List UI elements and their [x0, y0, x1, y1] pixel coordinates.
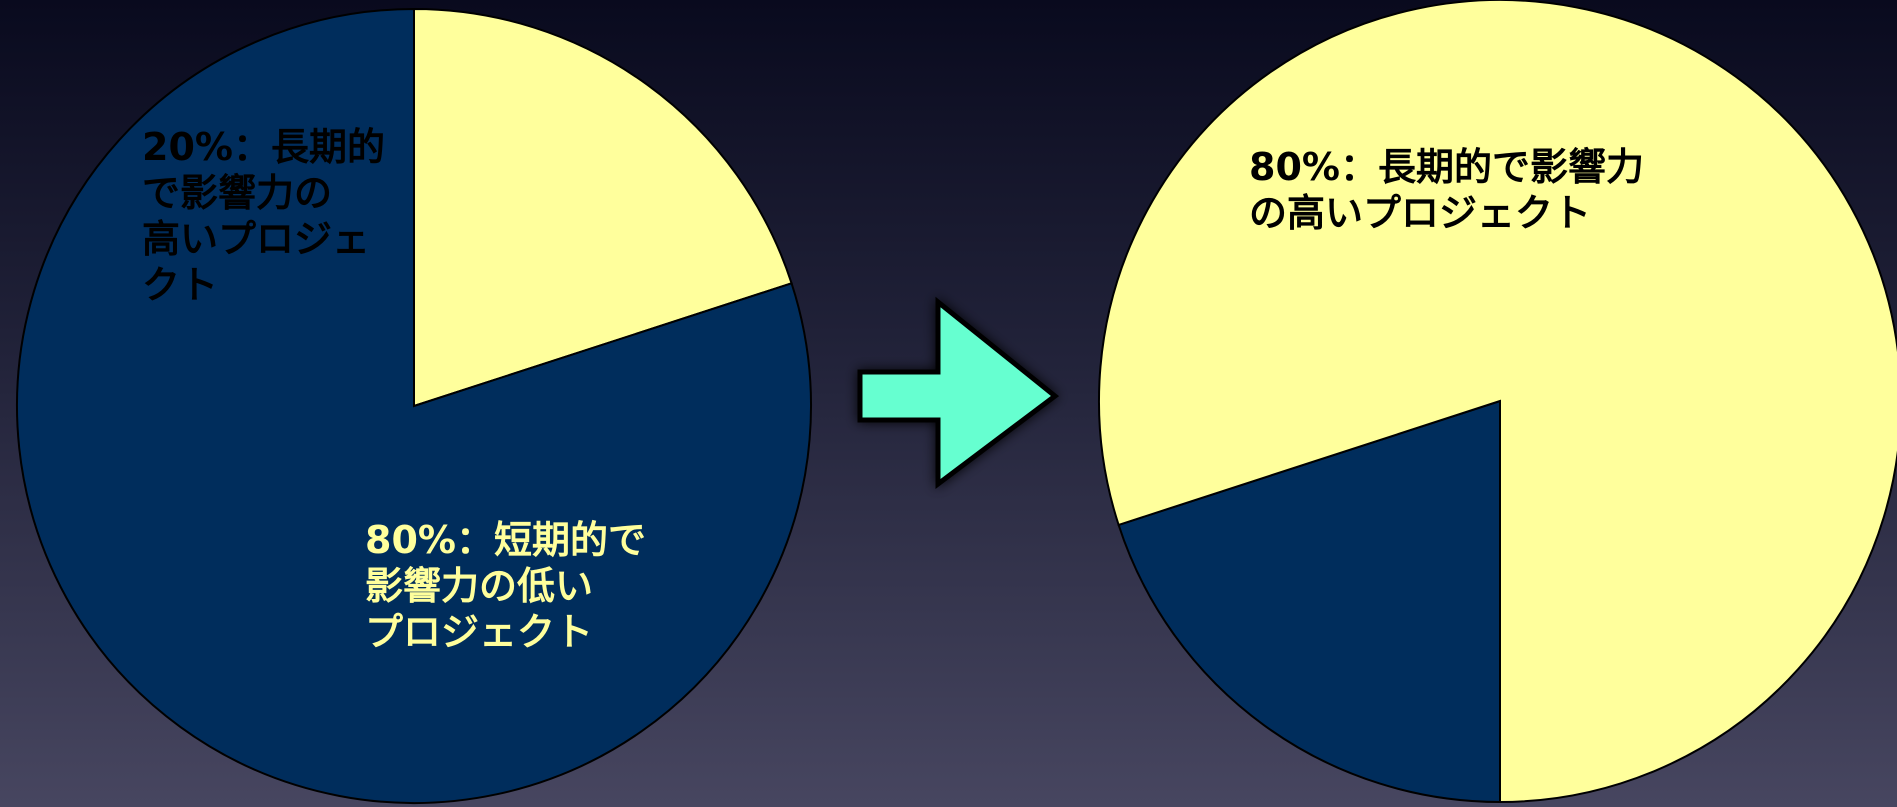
pie-slice-label-line: 80%：短期的で	[365, 518, 646, 562]
pie-slice-label-line: 20%：短期的で	[1518, 517, 1799, 561]
pie-slice-label-line: で影響力の	[142, 171, 332, 215]
pie-slice-label-1-2: 80%：短期的で影響力の低いプロジェクト	[365, 518, 646, 654]
pie-slice-label-line: 高いプロジェ	[142, 217, 370, 261]
pie-slice-label-line: の高いプロジェクト	[1249, 191, 1591, 235]
pie-slice-label-2-2: 80%：長期的で影響力の高いプロジェクト	[1249, 145, 1644, 235]
pie-slice-2-1	[1117, 399, 1501, 804]
pie-slice-2-2	[1098, 0, 1897, 804]
pie-slice-label-1-1: 20%：長期的で影響力の高いプロジェクト	[142, 125, 385, 307]
pie-slice-label-line: 80%：長期的で影響力	[1249, 145, 1644, 189]
pie-slice-label-line: プロジェクト	[365, 610, 593, 654]
pie-slice-label-line: 20%：長期的	[142, 125, 385, 169]
pie-slice-1-1	[413, 7, 793, 408]
pie-slice-label-line: 影響力の低い	[1518, 563, 1746, 607]
pie-slice-1-2	[16, 7, 812, 804]
pie-chart-after: 20%：短期的で影響力の低いプロジェクト 80%：長期的で影響力の高いプロジェクト	[1098, 0, 1897, 804]
pie-slice-label-line: プロジェクト	[1518, 609, 1746, 653]
pie-slice-label-line: 影響力の低い	[365, 564, 593, 608]
pie-slice-label-line: クト	[142, 263, 218, 307]
pie-slice-label-2-1: 20%：短期的で影響力の低いプロジェクト	[1518, 517, 1799, 653]
right-arrow-icon	[857, 296, 1060, 490]
pie-chart-before: 20%：長期的で影響力の高いプロジェクト 80%：短期的で影響力の低いプロジェクト	[16, 7, 812, 804]
